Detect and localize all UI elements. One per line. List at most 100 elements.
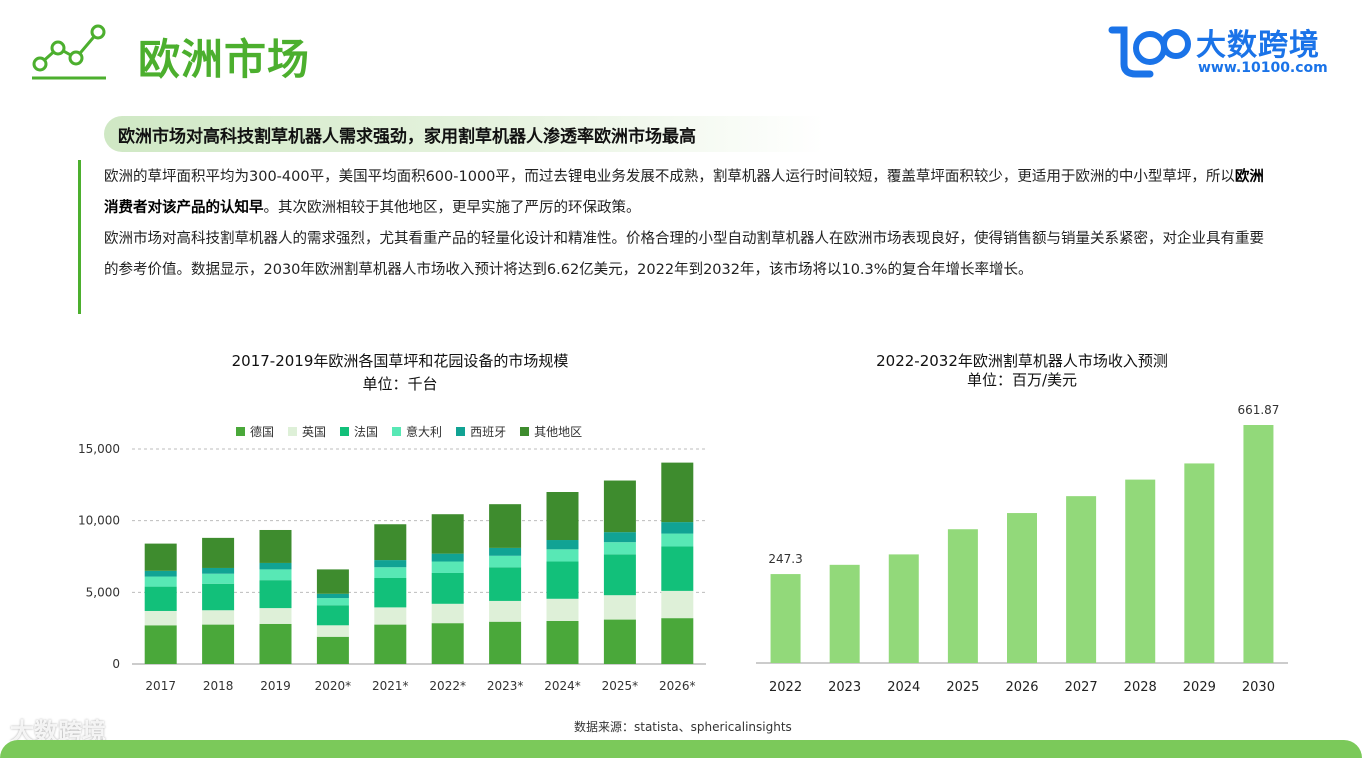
brand-logo-mark [1108,26,1191,78]
chart2-bar [1066,496,1097,663]
chart1-unit: 单位：千台 [362,375,438,393]
chart1-legend-swatch [236,426,245,436]
chart1-title: 2017-2019年欧洲各国草坪和花园设备的市场规模 [231,352,569,370]
trend-line-icon [32,24,106,80]
chart1-bar-segment [374,567,407,578]
chart1-bar-segment [316,636,349,664]
chart1-bar-segment [546,561,579,599]
chart1-legend-item: 英国 [288,423,326,440]
chart1-bar-segment [259,608,292,624]
chart1-legend-swatch [392,426,402,436]
chart1-bar-segment [202,624,235,664]
chart1-bar-segment [489,547,522,556]
chart1-bar-segment [202,573,235,584]
chart2-bar [829,564,860,663]
chart1-legend-label: 意大利 [406,424,443,439]
chart1-bar-segment [661,522,694,534]
chart1-bar-segment [202,537,235,568]
chart1-legend-item: 德国 [236,423,274,440]
chart2-xtick-label: 2028 [1124,680,1157,695]
chart2-bar [888,554,919,663]
chart1-bar-segment [661,618,694,664]
chart1-bar-segment [489,621,522,664]
chart1-xtick-label: 2026* [659,679,696,693]
chart1-bar-segment [546,621,579,664]
chart2-value-label: 661.87 [1237,403,1279,417]
chart1-bar-segment [661,533,694,547]
chart1-xtick-label: 2019 [260,679,291,693]
chart2-xtick-label: 2030 [1242,680,1275,695]
chart1-bar-segment [603,595,636,620]
chart1-bar-segment [489,600,522,622]
chart1-legend-swatch [288,426,298,436]
chart1-bar-segment [431,603,464,624]
chart2-xtick-label: 2023 [828,680,861,695]
chart2-xtick-label: 2024 [887,680,920,695]
chart1-legend-swatch [456,426,466,436]
chart1-bar-segment [259,569,292,581]
chart1-bar-segment [374,624,407,664]
chart1-bar-segment [202,583,235,611]
chart2-title: 2022-2032年欧洲割草机器人市场收入预测 [876,352,1168,370]
chart1-bar-segment [374,524,407,561]
chart1-bar-segment [316,569,349,594]
chart1-bar-segment [603,532,636,543]
chart1-bar-segment [489,504,522,548]
chart1-legend-label: 德国 [250,424,275,439]
chart1-bar-segment [144,543,177,571]
chart1-legend-label: 西班牙 [470,424,507,439]
section-subheading: 欧洲市场对高科技割草机器人需求强劲，家用割草机器人渗透率欧洲市场最高 [104,116,824,152]
brand-logo: 大数跨境 www.10100.com [1106,18,1342,82]
chart1-xtick-label: 2018 [203,679,234,693]
chart1-legend-label: 其他地区 [534,424,583,439]
paragraph-1-text-b: 。其次欧洲相较于其他地区，更早实施了严厉的环保政策。 [263,200,641,216]
chart1-xtick-label: 2021* [372,679,409,693]
paragraph-1: 欧洲的草坪面积平均为300-400平，美国平均面积600-1000平，而过去锂电… [104,162,1264,224]
brand-url: www.10100.com [1198,60,1328,76]
body-accent-bar [78,160,81,314]
chart1-bar-segment [661,546,694,591]
subheading-text: 欧洲市场对高科技割草机器人需求强劲，家用割草机器人渗透率欧洲市场最高 [118,127,696,147]
chart1-bar-segment [431,623,464,664]
chart1-bar-segment [546,492,579,541]
chart1-bar-segment [202,567,235,574]
chart1-bar-segment [374,607,407,625]
chart2-xtick-label: 2025 [946,680,979,695]
chart1-bar-segment [546,549,579,562]
chart1-legend: 德国 英国 法国 意大利 西班牙 其他地区 [236,422,596,440]
chart1-ytick-label: 0 [112,657,120,671]
chart1-xtick-label: 2025* [602,679,639,693]
chart1-bar-segment [144,576,177,587]
chart1-bar-segment [316,598,349,606]
chart1-bar-segment [603,619,636,664]
chart1-bar-segment [546,598,579,621]
chart1-bar-segment [603,480,636,533]
chart1-legend-item: 法国 [340,423,378,440]
chart1-bar-segment [316,625,349,637]
chart2-bar [1007,513,1037,663]
chart1-bar-segment [144,625,177,664]
chart1-bar-segment [661,462,694,523]
chart1-ytick-label: 15,000 [78,442,120,456]
chart1-xtick-label: 2023* [487,679,524,693]
chart1-bar-segment [374,560,407,568]
chart1-legend-item: 西班牙 [456,423,506,440]
chart1-bar-segment [431,572,464,604]
chart2-xtick-label: 2022 [769,680,802,695]
chart1-bar-segment [259,623,292,664]
chart2-bar [770,574,801,663]
paragraph-2: 欧洲市场对高科技割草机器人的需求强烈，尤其看重产品的轻量化设计和精准性。价格合理… [104,231,1264,278]
chart1-bar-segment [259,529,292,563]
bottom-band [0,740,1362,758]
chart1-bar-segment [374,578,407,608]
paragraph-1-bold: 欧洲消费者对该产品的认知早 [104,169,1264,216]
chart2-bar [947,529,978,663]
chart1-ytick-label: 5,000 [86,585,120,599]
chart1-bar-segment [144,610,177,626]
data-source: 数据来源：statista、sphericalinsights [574,720,792,734]
page-title: 欧洲市场 [138,35,311,84]
chart1-legend-label: 法国 [354,424,379,439]
chart2-xtick-label: 2029 [1183,680,1216,695]
chart1-bar-segment [316,593,349,599]
